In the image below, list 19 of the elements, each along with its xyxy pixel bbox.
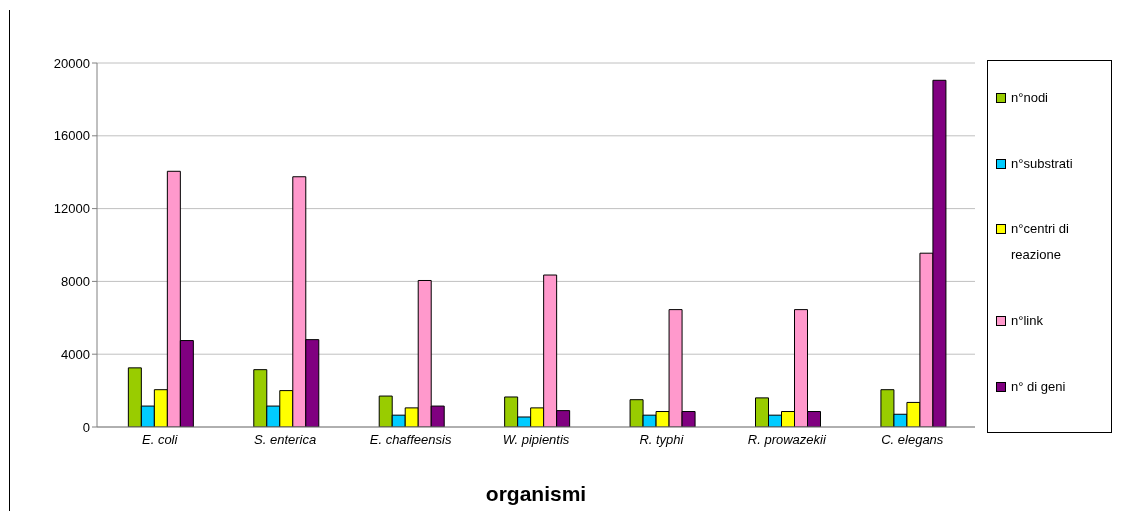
y-tick-label: 8000 (61, 274, 90, 290)
y-tick-label: 12000 (53, 201, 90, 217)
x-tick-label: E. coli (142, 432, 179, 448)
x-tick-label: R. prowazekii (747, 432, 827, 448)
x-tick-label: C. elegans (881, 432, 944, 448)
x-tick-label: R. typhi (639, 432, 685, 448)
legend-label: n° di geni (1011, 378, 1067, 397)
y-tick-label: 20000 (53, 55, 90, 71)
y-tick-label: 0 (82, 419, 90, 435)
x-tick-label: W. pipientis (502, 432, 570, 448)
y-tick-label: 4000 (61, 346, 90, 362)
y-tick-label: 16000 (53, 128, 90, 144)
legend-label: n°substrati (1011, 154, 1074, 173)
legend-label: n°centri di reazione (1011, 220, 1070, 265)
legend-label: n°nodi (1011, 88, 1049, 107)
legend-label: n°link (1011, 312, 1044, 331)
x-tick-label: E. chaffeensis (369, 432, 452, 448)
x-tick-label: S. enterica (254, 432, 317, 448)
x-axis-title: organismi (485, 482, 587, 505)
